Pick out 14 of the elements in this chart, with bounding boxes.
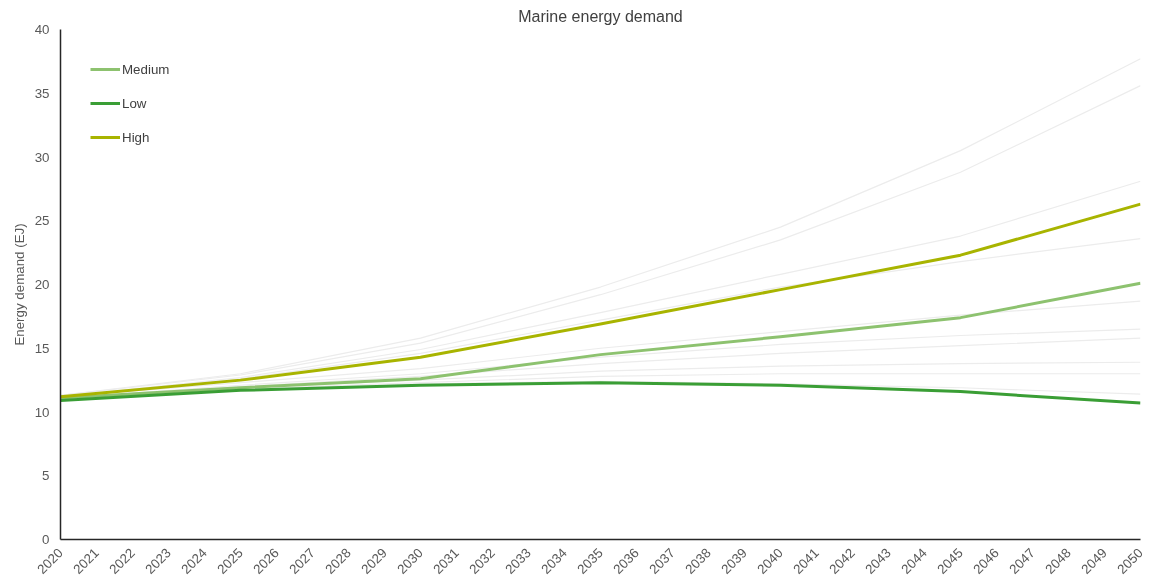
y-tick-label: 35 — [34, 85, 50, 101]
y-tick-label: 25 — [34, 213, 50, 229]
y-tick-label: 0 — [42, 532, 50, 547]
legend-label: Medium — [122, 61, 170, 77]
legend-label: High — [122, 129, 150, 145]
y-tick-label: 20 — [34, 277, 50, 292]
y-tick-label: 30 — [34, 149, 50, 165]
y-tick-label: 10 — [34, 404, 50, 420]
chart-title: Marine energy demand — [518, 7, 683, 25]
y-tick-label: 40 — [34, 22, 50, 37]
y-tick-label: 15 — [34, 340, 50, 356]
y-axis-title: Energy demand (EJ) — [11, 223, 27, 346]
y-tick-label: 5 — [42, 468, 50, 484]
legend-label: Low — [122, 95, 147, 111]
